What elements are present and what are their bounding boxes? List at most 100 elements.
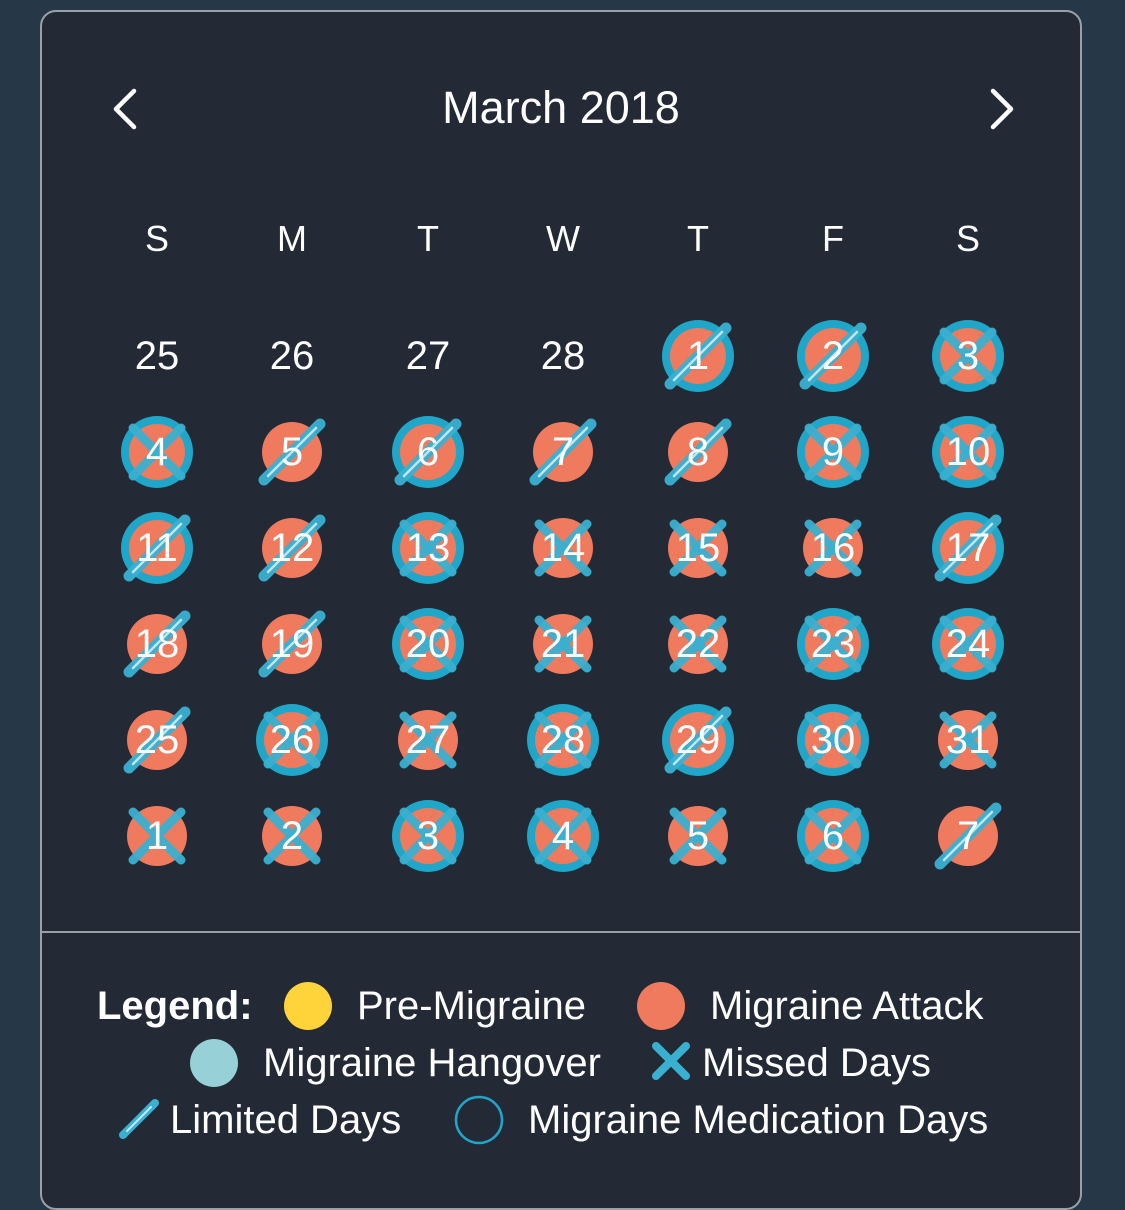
calendar-day[interactable]: 21 [521, 602, 605, 686]
day-number: 7 [551, 429, 575, 474]
calendar-day[interactable]: 8 [656, 410, 740, 494]
day-status-icon [256, 704, 328, 776]
calendar-day[interactable]: 11 [115, 506, 199, 590]
legend-migraine-attack: Migraine Attack [710, 984, 984, 1028]
day-number: 19 [269, 621, 315, 666]
migraine-hangover-dot-icon [190, 1039, 238, 1087]
calendar-day[interactable]: 12 [250, 506, 334, 590]
calendar-day[interactable]: 26 [250, 314, 334, 398]
day-number: 13 [405, 525, 451, 570]
missed-days-x-icon [652, 1042, 690, 1080]
calendar-day[interactable]: 31 [926, 698, 1010, 782]
calendar-day[interactable]: 4 [115, 410, 199, 494]
day-number: 6 [416, 429, 440, 474]
calendar-day[interactable]: 16 [791, 506, 875, 590]
day-number: 26 [269, 333, 315, 378]
day-status-icon [932, 320, 1004, 392]
calendar-day[interactable]: 3 [386, 794, 470, 878]
calendar-day[interactable]: 5 [250, 410, 334, 494]
day-status-icon [527, 704, 599, 776]
calendar-day[interactable]: 24 [926, 602, 1010, 686]
day-status-icon [662, 320, 734, 392]
weekday-label: T [687, 218, 709, 259]
calendar-day[interactable]: 18 [115, 602, 199, 686]
legend-title: Legend: [97, 984, 253, 1028]
calendar-day[interactable]: 20 [386, 602, 470, 686]
day-status-icon [932, 512, 1004, 584]
calendar-day[interactable]: 4 [521, 794, 605, 878]
day-status-icon [121, 512, 193, 584]
day-number: 22 [675, 621, 721, 666]
day-number: 21 [540, 621, 586, 666]
day-status-icon [932, 416, 1004, 488]
divider [42, 931, 1080, 933]
previous-month-button[interactable] [95, 74, 155, 144]
weekday-label: F [822, 218, 844, 259]
calendar-day[interactable]: 1 [115, 794, 199, 878]
calendar-day[interactable]: 19 [250, 602, 334, 686]
day-status-icon [258, 610, 326, 678]
calendar-day[interactable]: 7 [521, 410, 605, 494]
pre-migraine-dot-icon [284, 982, 332, 1030]
day-number: 14 [540, 525, 586, 570]
calendar-day[interactable]: 10 [926, 410, 1010, 494]
day-status-icon [398, 710, 458, 770]
calendar-day[interactable]: 13 [386, 506, 470, 590]
day-number: 29 [675, 717, 721, 762]
day-number: 31 [945, 717, 991, 762]
calendar-day[interactable]: 2 [250, 794, 334, 878]
day-number: 25 [134, 333, 180, 378]
calendar-day[interactable]: 23 [791, 602, 875, 686]
calendar-day[interactable]: 28 [521, 698, 605, 782]
day-number: 5 [280, 429, 304, 474]
calendar-day[interactable]: 6 [791, 794, 875, 878]
calendar-day[interactable]: 26 [250, 698, 334, 782]
calendar-day[interactable]: 9 [791, 410, 875, 494]
calendar-day[interactable]: 17 [926, 506, 1010, 590]
calendar-day[interactable]: 2 [791, 314, 875, 398]
day-status-icon [797, 320, 869, 392]
calendar-day[interactable]: 3 [926, 314, 1010, 398]
day-number: 20 [405, 621, 451, 666]
day-status-icon [803, 518, 863, 578]
calendar-day[interactable]: 22 [656, 602, 740, 686]
day-status-icon [121, 416, 193, 488]
day-status-icon [668, 518, 728, 578]
day-status-icon [797, 800, 869, 872]
calendar-day[interactable]: 5 [656, 794, 740, 878]
day-status-icon [533, 614, 593, 674]
next-month-button[interactable] [972, 74, 1032, 144]
migraine-attack-dot-icon [637, 982, 685, 1030]
day-number: 24 [945, 621, 991, 666]
calendar-day[interactable]: 1 [656, 314, 740, 398]
calendar-day[interactable]: 28 [521, 314, 605, 398]
day-status-icon [127, 806, 187, 866]
legend-medication-days: Migraine Medication Days [528, 1098, 989, 1142]
calendar-day[interactable]: 6 [386, 410, 470, 494]
calendar-day[interactable]: 15 [656, 506, 740, 590]
day-status-icon [662, 704, 734, 776]
day-number: 9 [821, 429, 845, 474]
day-number: 1 [686, 333, 710, 378]
month-title: March 2018 [442, 82, 680, 133]
day-number: 4 [145, 429, 169, 474]
calendar-day[interactable]: 7 [926, 794, 1010, 878]
weekday-label: M [277, 218, 307, 259]
calendar-day[interactable]: 25 [115, 314, 199, 398]
calendar-day[interactable]: 29 [656, 698, 740, 782]
day-number: 30 [810, 717, 856, 762]
day-status-icon [797, 704, 869, 776]
calendar-day[interactable]: 27 [386, 698, 470, 782]
calendar-day[interactable]: 14 [521, 506, 605, 590]
day-status-icon [123, 706, 191, 774]
day-number: 26 [269, 717, 315, 762]
limited-days-slash-icon [119, 1099, 159, 1139]
day-number: 28 [540, 717, 586, 762]
calendar-day[interactable]: 25 [115, 698, 199, 782]
calendar-day[interactable]: 30 [791, 698, 875, 782]
day-status-icon [797, 416, 869, 488]
legend-pre-migraine: Pre-Migraine [357, 984, 586, 1028]
day-status-icon [797, 608, 869, 680]
calendar-day[interactable]: 27 [386, 314, 470, 398]
